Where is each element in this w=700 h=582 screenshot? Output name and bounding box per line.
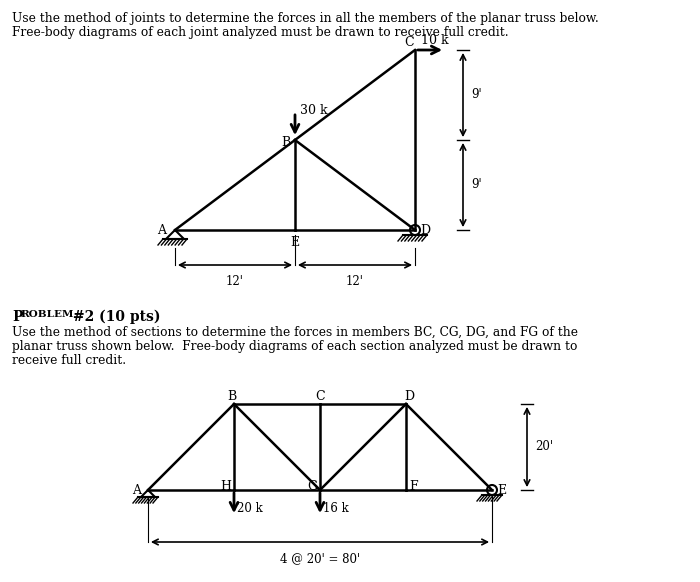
Text: 16 k: 16 k bbox=[323, 502, 349, 514]
Text: D: D bbox=[420, 223, 430, 236]
Text: G: G bbox=[307, 481, 317, 494]
Text: A: A bbox=[132, 484, 141, 496]
Text: #2 (10 pts): #2 (10 pts) bbox=[68, 310, 160, 324]
Text: planar truss shown below.  Free-body diagrams of each section analyzed must be d: planar truss shown below. Free-body diag… bbox=[12, 340, 577, 353]
Text: 30 k: 30 k bbox=[300, 104, 328, 116]
Text: 10 k: 10 k bbox=[421, 34, 449, 48]
Text: E: E bbox=[498, 484, 507, 496]
Text: Free-body diagrams of each joint analyzed must be drawn to receive full credit.: Free-body diagrams of each joint analyze… bbox=[12, 26, 509, 39]
Text: Use the method of joints to determine the forces in all the members of the plana: Use the method of joints to determine th… bbox=[12, 12, 598, 25]
Text: E: E bbox=[290, 236, 300, 250]
Text: Use the method of sections to determine the forces in members BC, CG, DG, and FG: Use the method of sections to determine … bbox=[12, 326, 578, 339]
Text: H: H bbox=[220, 481, 231, 494]
Text: 4 @ 20' = 80': 4 @ 20' = 80' bbox=[280, 552, 360, 565]
Text: 12': 12' bbox=[346, 275, 364, 288]
Text: B: B bbox=[281, 136, 290, 148]
Text: 9': 9' bbox=[471, 179, 482, 191]
Text: F: F bbox=[409, 481, 418, 494]
Text: P: P bbox=[12, 310, 22, 324]
Text: 12': 12' bbox=[226, 275, 244, 288]
Text: 9': 9' bbox=[471, 88, 482, 101]
Text: C: C bbox=[404, 37, 414, 49]
Text: B: B bbox=[228, 389, 237, 403]
Text: A: A bbox=[158, 223, 167, 236]
Text: C: C bbox=[315, 389, 325, 403]
Text: receive full credit.: receive full credit. bbox=[12, 354, 126, 367]
Text: 20 k: 20 k bbox=[237, 502, 262, 514]
Text: 20': 20' bbox=[535, 441, 553, 453]
Text: D: D bbox=[404, 389, 414, 403]
Text: ROBLEM: ROBLEM bbox=[20, 310, 74, 319]
